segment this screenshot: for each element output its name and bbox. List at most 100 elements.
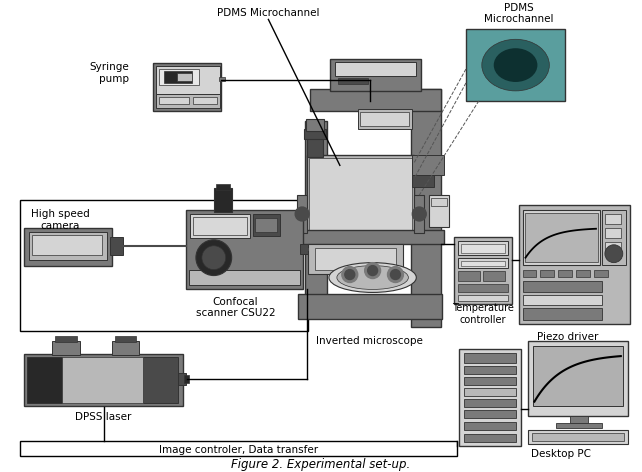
Text: High speed
camera: High speed camera: [31, 209, 89, 231]
Bar: [193, 97, 217, 104]
Bar: [112, 341, 139, 355]
Bar: [532, 433, 624, 441]
Circle shape: [196, 240, 232, 276]
Bar: [20, 441, 457, 456]
Bar: [186, 210, 303, 289]
Bar: [570, 415, 588, 423]
Bar: [219, 77, 225, 81]
Bar: [576, 270, 590, 277]
Bar: [153, 63, 221, 111]
Bar: [464, 410, 516, 418]
Bar: [605, 214, 621, 224]
Text: Piezo driver: Piezo driver: [537, 332, 599, 342]
Bar: [110, 237, 123, 255]
Bar: [464, 388, 516, 396]
Circle shape: [295, 207, 309, 221]
Bar: [523, 295, 602, 305]
Bar: [458, 258, 508, 268]
Bar: [310, 89, 441, 111]
Bar: [458, 295, 508, 301]
Bar: [464, 366, 516, 374]
Bar: [466, 29, 565, 101]
Bar: [523, 280, 602, 293]
Bar: [55, 336, 77, 342]
Bar: [461, 261, 505, 266]
Text: PDMS
Microchannel: PDMS Microchannel: [484, 3, 553, 24]
Bar: [464, 377, 516, 385]
Bar: [594, 270, 608, 277]
Bar: [429, 195, 449, 227]
Bar: [297, 195, 307, 233]
Bar: [338, 78, 368, 84]
Bar: [541, 270, 554, 277]
Bar: [214, 188, 232, 212]
Bar: [156, 94, 220, 108]
Bar: [184, 375, 189, 383]
Circle shape: [388, 267, 403, 283]
Bar: [431, 198, 447, 206]
Bar: [412, 155, 444, 175]
Bar: [459, 349, 521, 447]
Bar: [190, 214, 250, 238]
Ellipse shape: [337, 266, 408, 289]
Bar: [414, 195, 424, 233]
Bar: [159, 69, 199, 85]
Circle shape: [345, 270, 355, 279]
Bar: [298, 295, 442, 319]
Text: DPSS laser: DPSS laser: [75, 412, 132, 421]
Bar: [330, 59, 421, 91]
Bar: [27, 357, 62, 403]
Circle shape: [202, 246, 226, 270]
Bar: [29, 232, 107, 260]
Bar: [523, 210, 600, 265]
Circle shape: [365, 262, 381, 278]
Bar: [52, 341, 80, 355]
Bar: [464, 422, 516, 430]
Ellipse shape: [482, 39, 550, 91]
Text: PDMS Microchannel: PDMS Microchannel: [217, 8, 320, 18]
Bar: [300, 230, 444, 244]
Bar: [358, 109, 412, 129]
Bar: [528, 341, 628, 415]
Bar: [177, 73, 192, 81]
Bar: [483, 270, 505, 280]
Bar: [24, 228, 112, 266]
Bar: [525, 213, 598, 261]
Bar: [307, 135, 323, 158]
Bar: [300, 244, 308, 254]
Bar: [464, 353, 516, 363]
Bar: [458, 270, 480, 280]
Bar: [523, 270, 537, 277]
Bar: [412, 175, 434, 187]
Bar: [315, 248, 397, 270]
Circle shape: [605, 245, 623, 262]
Bar: [20, 200, 308, 331]
Circle shape: [342, 267, 358, 283]
Bar: [519, 205, 630, 324]
Bar: [62, 357, 143, 403]
Text: Confocal
scanner CSU22: Confocal scanner CSU22: [196, 296, 275, 318]
Bar: [24, 354, 183, 405]
Bar: [523, 308, 602, 320]
Bar: [143, 357, 178, 403]
Text: Syringe
pump: Syringe pump: [90, 62, 130, 84]
Bar: [304, 129, 326, 139]
Bar: [178, 373, 186, 385]
Bar: [32, 235, 101, 255]
Bar: [114, 336, 136, 342]
Bar: [528, 430, 628, 444]
Bar: [307, 155, 414, 235]
Text: Image controler, Data transfer: Image controler, Data transfer: [159, 445, 318, 455]
Circle shape: [390, 270, 401, 279]
Bar: [335, 62, 416, 76]
Bar: [464, 434, 516, 442]
Bar: [602, 210, 626, 265]
Text: Desktop PC: Desktop PC: [531, 449, 591, 459]
Circle shape: [412, 207, 426, 221]
Bar: [556, 423, 602, 429]
Bar: [534, 346, 623, 405]
Bar: [559, 270, 572, 277]
Text: Figure 2. Experimental set-up.: Figure 2. Experimental set-up.: [231, 458, 411, 471]
Bar: [454, 237, 512, 304]
Bar: [412, 89, 441, 327]
